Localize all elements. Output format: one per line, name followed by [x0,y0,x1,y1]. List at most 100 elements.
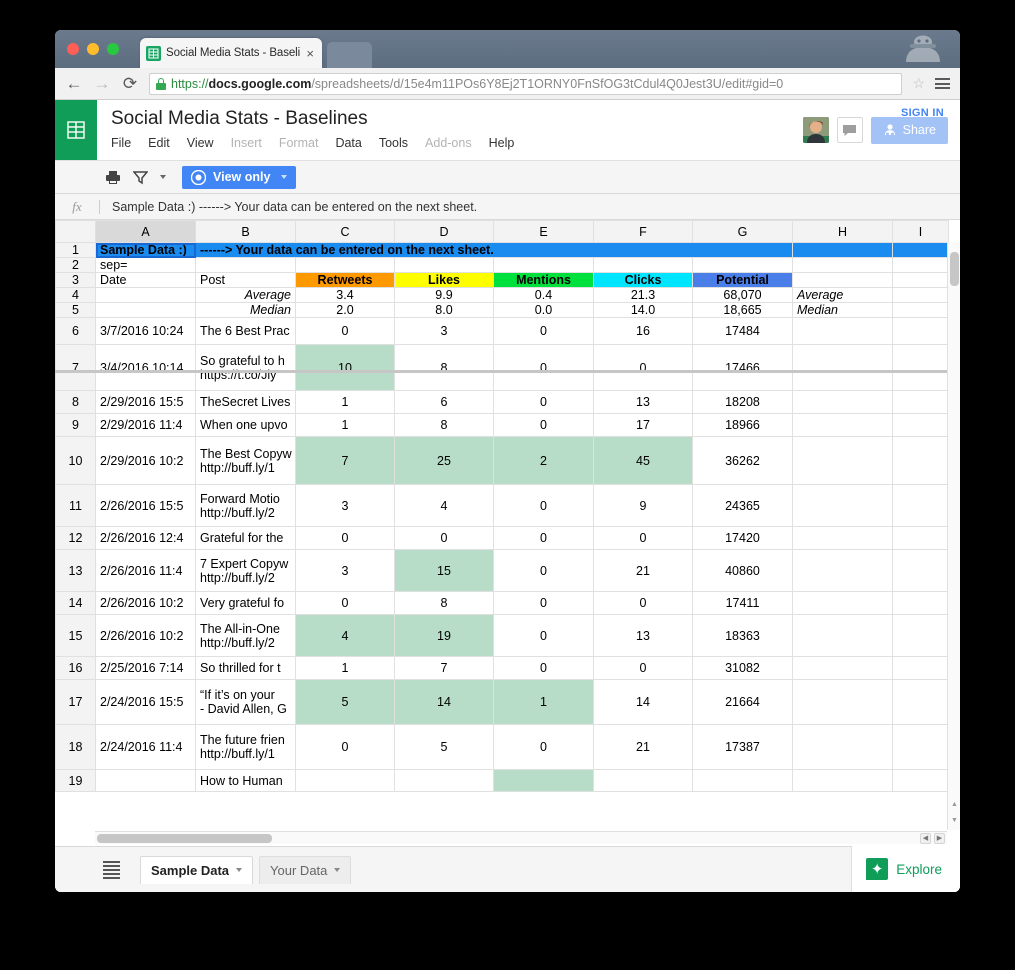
forward-button[interactable]: → [93,74,111,93]
cell-H13[interactable] [792,549,893,592]
row-header-17[interactable]: 17 [55,679,96,725]
cell-F6[interactable]: 16 [593,317,693,345]
table-row[interactable]: 13 2/26/2016 11:4 7 Expert Copyw http://buf… [55,549,949,592]
cell-A14[interactable]: 2/26/2016 10:2 [95,591,196,615]
cell-C19[interactable] [295,769,395,792]
menu-view[interactable]: View [186,136,214,150]
cell-E4[interactable]: 0.4 [493,287,594,303]
cell-I19[interactable] [892,769,949,792]
cell-F14[interactable]: 0 [593,591,693,615]
row-header-6[interactable]: 6 [55,317,96,345]
cell-B15[interactable]: The All-in-One http://buff.ly/2 [195,614,296,657]
cell-G2[interactable] [692,257,793,273]
document-title[interactable]: Social Media Stats - Baselines [111,108,368,129]
cell-E7[interactable]: 0 [493,344,594,391]
row-header-10[interactable]: 10 [55,436,96,485]
cell-H7[interactable] [792,344,893,391]
row-header-7[interactable]: 7 [55,344,96,391]
cell-G3[interactable]: Potential [692,272,793,288]
cell-D6[interactable]: 3 [394,317,494,345]
view-only-caret-icon[interactable] [281,175,288,179]
cell-H3[interactable] [792,272,893,288]
cell-A9[interactable]: 2/29/2016 11:4 [95,413,196,437]
cell-E17[interactable]: 1 [493,679,594,725]
cell-F9[interactable]: 17 [593,413,693,437]
cell-B18[interactable]: The future frien http://buff.ly/1 [195,724,296,770]
cell-A13[interactable]: 2/26/2016 11:4 [95,549,196,592]
cell-H19[interactable] [792,769,893,792]
hamburger-icon[interactable] [935,78,950,89]
cell-D8[interactable]: 6 [394,390,494,414]
cell-G8[interactable]: 18208 [692,390,793,414]
cell-F7[interactable]: 0 [593,344,693,391]
cell-H12[interactable] [792,526,893,550]
cell-H11[interactable] [792,484,893,527]
cell-A2[interactable]: sep= [95,257,196,273]
cell-F11[interactable]: 9 [593,484,693,527]
row-header-18[interactable]: 18 [55,724,96,770]
cell-E2[interactable] [493,257,594,273]
table-row[interactable]: 17 2/24/2016 15:5 “If it’s on your - David… [55,679,949,725]
cell-I13[interactable] [892,549,949,592]
cell-E5[interactable]: 0.0 [493,302,594,318]
table-row[interactable]: 14 2/26/2016 10:2 Very grateful fo 0 8 0 0 1741… [55,591,949,615]
star-icon[interactable]: ☆ [912,75,925,91]
row-header-16[interactable]: 16 [55,656,96,680]
cell-A5[interactable] [95,302,196,318]
cell-F10[interactable]: 45 [593,436,693,485]
browser-tab[interactable]: Social Media Stats - Baseli × [140,38,322,68]
cell-C16[interactable]: 1 [295,656,395,680]
cell-A6[interactable]: 3/7/2016 10:24 [95,317,196,345]
column-header-g[interactable]: G [692,220,793,243]
table-row[interactable]: 12 2/26/2016 12:4 Grateful for the 0 0 0 0 1742… [55,526,949,550]
close-tab-icon[interactable]: × [306,45,314,61]
cell-E10[interactable]: 2 [493,436,594,485]
menu-file[interactable]: File [111,136,132,150]
cell-H16[interactable] [792,656,893,680]
cell-D5[interactable]: 8.0 [394,302,494,318]
comments-button[interactable] [836,117,863,143]
cell-C9[interactable]: 1 [295,413,395,437]
new-tab-button[interactable] [327,42,372,68]
cell-A12[interactable]: 2/26/2016 12:4 [95,526,196,550]
cell-H17[interactable] [792,679,893,725]
cell-D2[interactable] [394,257,494,273]
menu-data[interactable]: Data [335,136,362,150]
cell-C15[interactable]: 4 [295,614,395,657]
cell-F17[interactable]: 14 [593,679,693,725]
cell-D15[interactable]: 19 [394,614,494,657]
cell-I6[interactable] [892,317,949,345]
cell-I2[interactable] [892,257,949,273]
cell-B4[interactable]: Average [195,287,296,303]
cell-I5[interactable] [892,302,949,318]
cell-H10[interactable] [792,436,893,485]
table-row[interactable]: 15 2/26/2016 10:2 The All-in-One http://bu… [55,614,949,657]
cell-F5[interactable]: 14.0 [593,302,693,318]
cell-B5[interactable]: Median [195,302,296,318]
cell-D16[interactable]: 7 [394,656,494,680]
menu-edit[interactable]: Edit [148,136,170,150]
cell-D7[interactable]: 8 [394,344,494,391]
row-header-5[interactable]: 5 [55,302,96,318]
cell-B11[interactable]: Forward Motio http://buff.ly/2 [195,484,296,527]
cell-I7[interactable] [892,344,949,391]
cell-H5[interactable]: Median [792,302,893,318]
scroll-up-icon[interactable]: ▲ [951,801,958,808]
cell-A18[interactable]: 2/24/2016 11:4 [95,724,196,770]
cell-I3[interactable] [892,272,949,288]
cell-G4[interactable]: 68,070 [692,287,793,303]
sheet-tab-your-data[interactable]: Your Data [259,855,352,884]
cell-F3[interactable]: Clicks [593,272,693,288]
cell-A15[interactable]: 2/26/2016 10:2 [95,614,196,657]
cell-F19[interactable] [593,769,693,792]
sign-in-link[interactable]: SIGN IN [900,107,944,119]
cell-G7[interactable]: 17466 [692,344,793,391]
table-row[interactable]: 18 2/24/2016 11:4 The future frien http://b… [55,724,949,770]
table-row[interactable]: 2 sep= [55,257,949,273]
close-window-button[interactable] [67,43,79,55]
cell-B8[interactable]: TheSecret Lives [195,390,296,414]
cell-I18[interactable] [892,724,949,770]
sheet-tab-caret-icon[interactable] [236,868,243,872]
cell-G13[interactable]: 40860 [692,549,793,592]
address-bar[interactable]: https://docs.google.com/spreadsheets/d/1… [149,72,903,95]
